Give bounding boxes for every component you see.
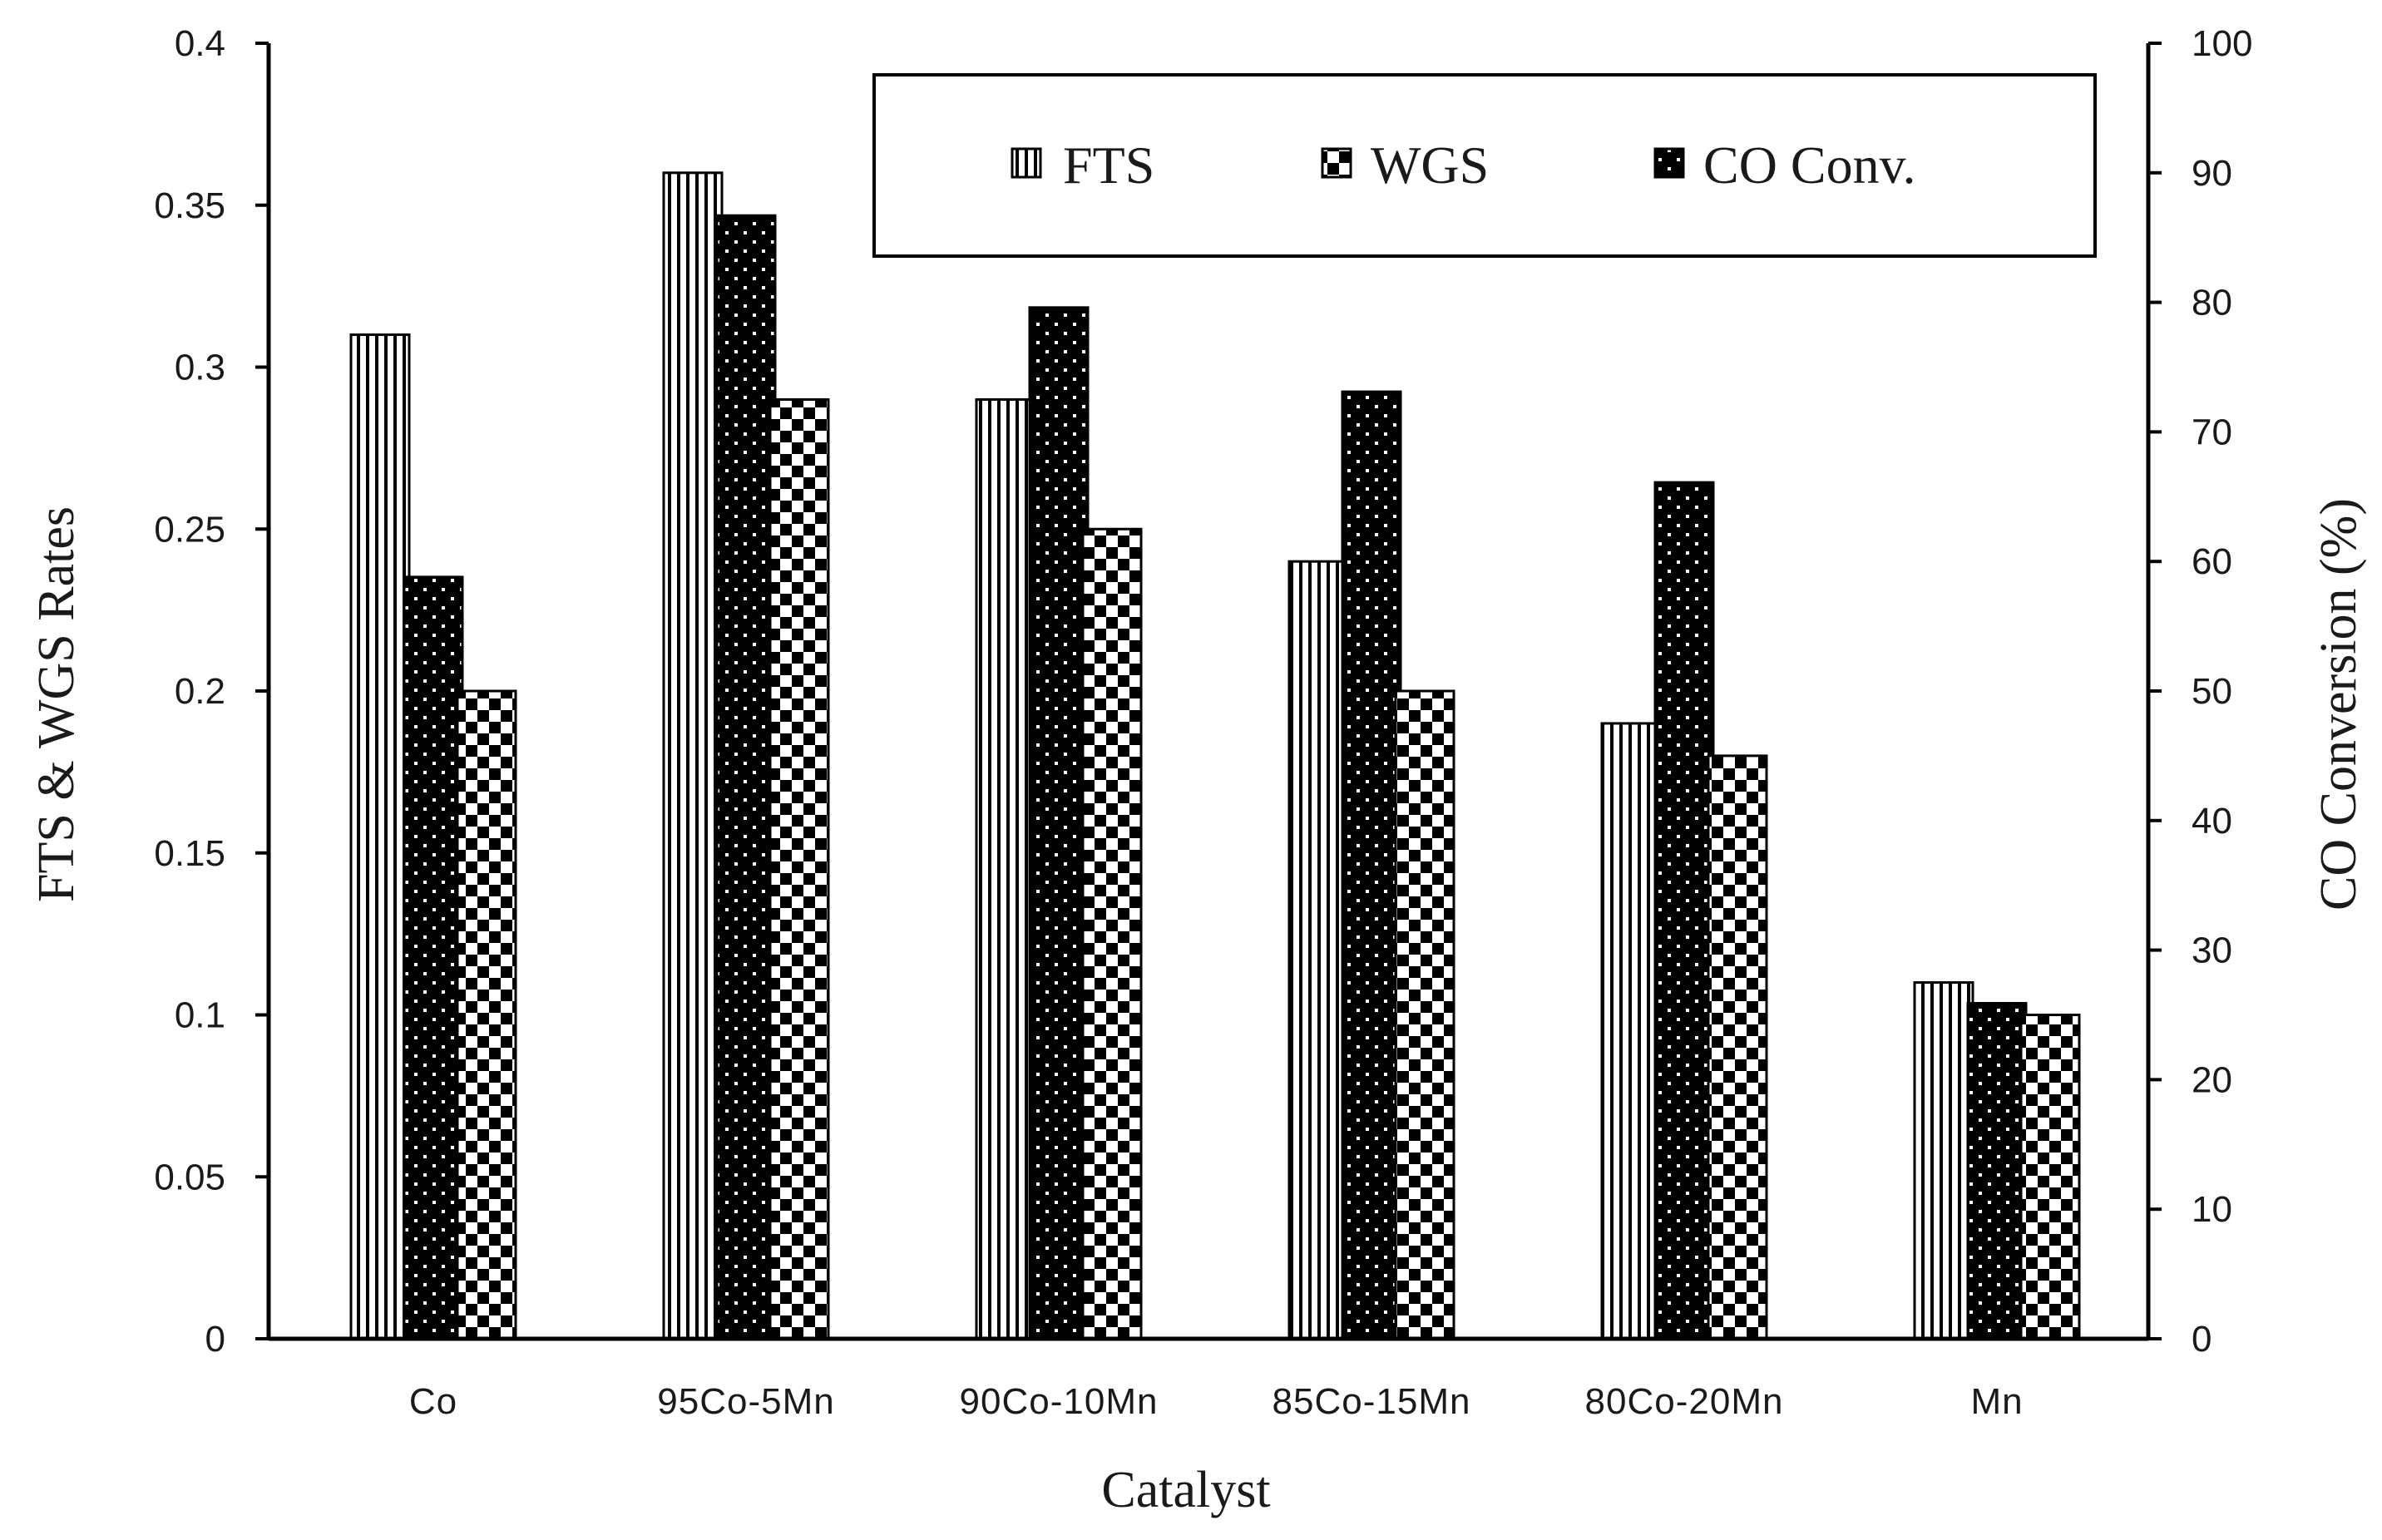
bar-wgs-5 [2019, 1014, 2081, 1340]
bar-fts-2 [975, 397, 1036, 1340]
left-tick-label: 0.15 [154, 833, 225, 874]
legend-label-wgs: WGS [1371, 136, 1489, 195]
x-tick-label: 95Co-5Mn [657, 1381, 834, 1422]
left-tick-label: 0.4 [175, 23, 225, 64]
x-tick-label: 90Co-10Mn [960, 1381, 1159, 1422]
bar-co-conv-5 [1966, 1001, 2028, 1340]
bar-fts-4 [1600, 722, 1662, 1340]
legend-box [872, 73, 2097, 258]
bar-co-conv-4 [1653, 481, 1715, 1340]
legend-label-fts: FTS [1063, 136, 1154, 195]
x-tick-label: Co [409, 1381, 457, 1422]
right-tick-label: 90 [2192, 153, 2232, 194]
bar-co-conv-3 [1341, 390, 1402, 1340]
x-tick-label: 80Co-20Mn [1585, 1381, 1784, 1422]
left-tick-label: 0.25 [154, 509, 225, 550]
left-tick-label: 0.3 [175, 348, 225, 388]
bar-co-conv-2 [1028, 306, 1090, 1340]
bar-fts-1 [662, 171, 724, 1340]
legend-swatch-co-conv [1653, 147, 1685, 179]
bar-co-conv-0 [403, 575, 464, 1340]
right-tick-label: 20 [2192, 1059, 2232, 1100]
bar-layer [349, 171, 2081, 1340]
left-tick-label: 0 [205, 1319, 225, 1360]
right-tick-label: 60 [2192, 541, 2232, 582]
bar-wgs-1 [768, 397, 830, 1340]
left-tick-label: 0.1 [175, 995, 225, 1036]
legend: FTS WGS CO Conv. [872, 73, 2097, 258]
right-tick-label: 0 [2192, 1319, 2212, 1360]
x-tick-label: Mn [1970, 1381, 2023, 1422]
legend-swatch-fts [1011, 147, 1042, 179]
bar-wgs-3 [1394, 689, 1455, 1340]
right-tick-label: 10 [2192, 1189, 2232, 1230]
left-axis-ticks: 0 0.05 0.1 0.15 0.2 0.25 0.3 0.35 0.4 [154, 23, 269, 1360]
bar-co-conv-1 [715, 214, 777, 1340]
right-tick-label: 40 [2192, 801, 2232, 842]
x-axis-tick-labels: Co 95Co-5Mn 90Co-10Mn 85Co-15Mn 80Co-20Mn Mn [409, 1381, 2023, 1422]
left-tick-label: 0.2 [175, 671, 225, 712]
right-tick-label: 80 [2192, 283, 2232, 323]
bar-fts-5 [1913, 981, 1974, 1340]
bar-wgs-2 [1081, 527, 1143, 1340]
bar-fts-0 [349, 333, 411, 1340]
left-tick-label: 0.05 [154, 1157, 225, 1197]
right-axis-ticks: 0 10 20 30 40 50 60 70 80 90 100 [2148, 23, 2252, 1360]
right-tick-label: 50 [2192, 671, 2232, 712]
right-axis-title: CO Conversion (%) [2310, 498, 2367, 911]
left-axis-title: FTS & WGS Rates [28, 506, 85, 902]
x-axis-title: Catalyst [1101, 1462, 1270, 1518]
legend-label-co-conv: CO Conv. [1703, 136, 1915, 195]
bar-wgs-0 [456, 689, 517, 1340]
right-tick-label: 70 [2192, 412, 2232, 452]
x-tick-label: 85Co-15Mn [1273, 1381, 1471, 1422]
legend-swatch-wgs [1321, 147, 1352, 179]
left-tick-label: 0.35 [154, 185, 225, 226]
bar-fts-3 [1287, 560, 1349, 1340]
right-tick-label: 100 [2192, 23, 2252, 64]
bar-wgs-4 [1707, 754, 1768, 1340]
right-tick-label: 30 [2192, 930, 2232, 971]
